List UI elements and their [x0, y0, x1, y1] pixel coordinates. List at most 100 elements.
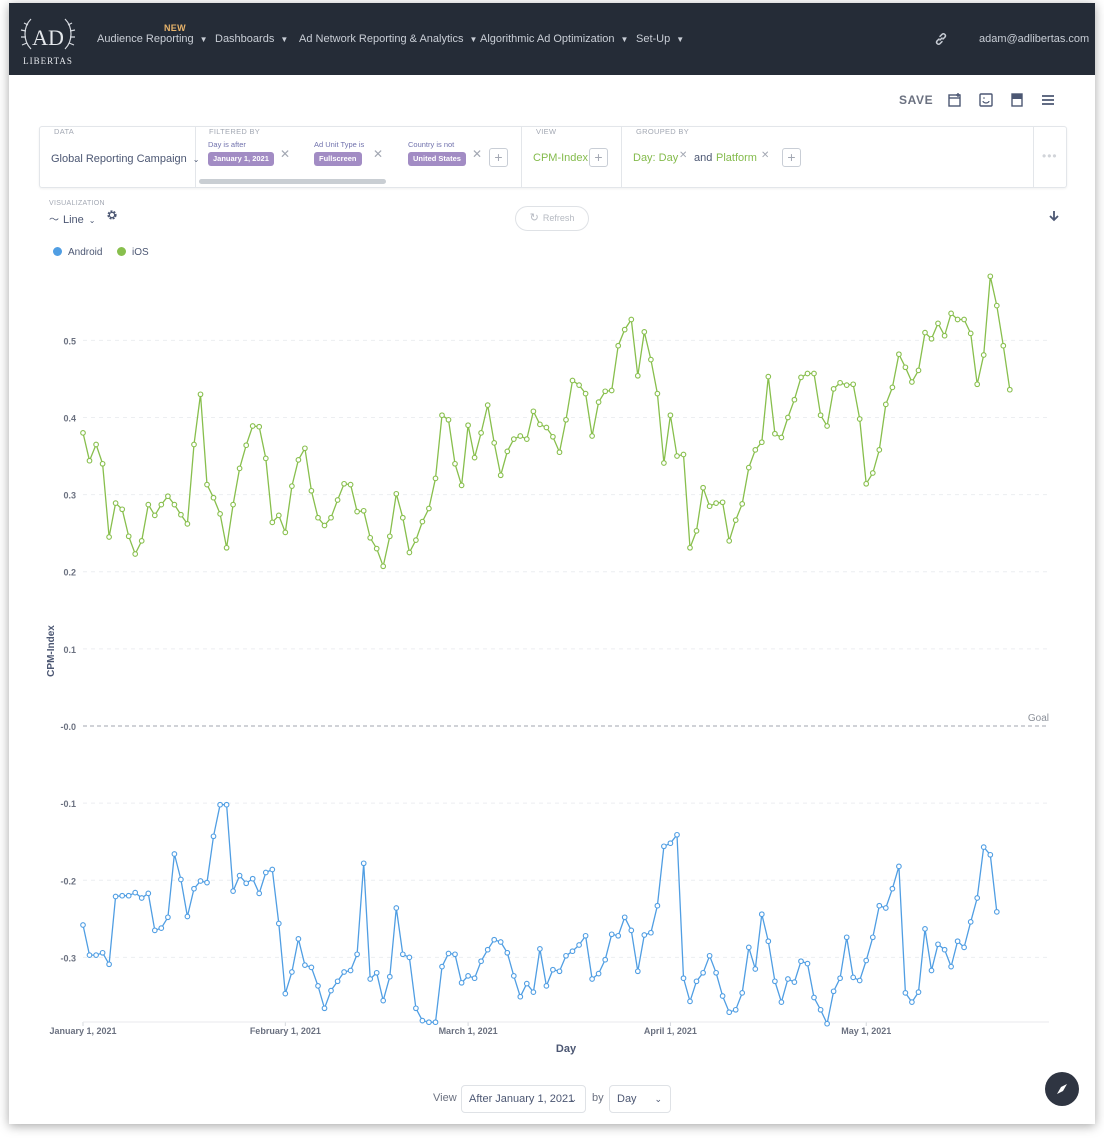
data-point[interactable] [465, 973, 471, 979]
data-point[interactable] [778, 999, 785, 1005]
data-point[interactable] [334, 497, 341, 503]
save-button[interactable]: SAVE [899, 93, 934, 107]
data-point[interactable] [262, 869, 269, 876]
data-point[interactable] [471, 454, 478, 461]
data-point[interactable] [393, 905, 400, 911]
data-point[interactable] [961, 316, 967, 323]
data-point[interactable] [354, 508, 360, 515]
data-point[interactable] [504, 448, 511, 455]
data-point[interactable] [602, 956, 609, 963]
data-point[interactable] [184, 913, 191, 920]
data-point[interactable] [902, 990, 909, 996]
data-point[interactable] [145, 501, 152, 508]
data-point[interactable] [295, 457, 302, 463]
data-point[interactable] [445, 416, 452, 423]
data-point[interactable] [700, 484, 706, 491]
data-point[interactable] [713, 500, 719, 506]
data-point[interactable] [948, 963, 954, 970]
data-point[interactable] [935, 941, 941, 948]
data-point[interactable] [360, 860, 367, 867]
data-point[interactable] [367, 976, 374, 982]
data-point[interactable] [328, 987, 334, 994]
filter-chip-day[interactable]: January 1, 2021 [208, 152, 274, 166]
data-point[interactable] [589, 976, 595, 982]
data-point[interactable] [621, 326, 628, 333]
data-point[interactable] [230, 501, 236, 508]
data-point[interactable] [739, 990, 746, 996]
data-point[interactable] [909, 999, 915, 1005]
data-point[interactable] [223, 801, 230, 808]
menu-icon[interactable] [1040, 92, 1056, 108]
view-metric[interactable]: CPM-Index [533, 152, 589, 164]
data-point[interactable] [125, 892, 132, 899]
data-point[interactable] [256, 890, 263, 897]
data-point[interactable] [158, 925, 165, 931]
data-point[interactable] [308, 964, 315, 971]
add-to-dashboard-icon[interactable] [947, 92, 963, 108]
data-point[interactable] [537, 946, 543, 952]
data-point[interactable] [941, 946, 948, 953]
data-point[interactable] [785, 414, 791, 421]
data-point[interactable] [341, 969, 347, 975]
data-point[interactable] [726, 538, 733, 544]
data-point[interactable] [830, 386, 837, 392]
data-point[interactable] [837, 379, 843, 386]
data-point[interactable] [223, 544, 230, 551]
time-unit-select[interactable]: Day ⌄ [609, 1085, 671, 1113]
data-point[interactable] [419, 518, 426, 525]
data-point[interactable] [948, 310, 954, 317]
add-metric-button[interactable]: + [589, 148, 608, 167]
nav-audience-reporting[interactable]: Audience Reporting ▼ [97, 33, 208, 45]
data-point[interactable] [550, 966, 556, 973]
data-point[interactable] [706, 503, 713, 510]
data-point[interactable] [817, 412, 824, 419]
data-point[interactable] [915, 367, 922, 374]
data-point[interactable] [210, 494, 217, 501]
download-icon[interactable] [1047, 209, 1061, 223]
data-point[interactable] [217, 511, 223, 517]
data-point[interactable] [530, 408, 537, 415]
nav-ad-network-reporting[interactable]: Ad Network Reporting & Analytics ▼ [299, 33, 477, 45]
data-point[interactable] [980, 844, 987, 850]
data-point[interactable] [452, 951, 458, 958]
data-point[interactable] [589, 433, 595, 439]
data-point[interactable] [275, 920, 282, 927]
data-point[interactable] [680, 975, 687, 982]
data-point[interactable] [465, 422, 471, 429]
data-point[interactable] [197, 878, 204, 884]
data-point[interactable] [987, 273, 994, 280]
data-point[interactable] [491, 936, 498, 943]
data-point[interactable] [184, 521, 191, 527]
data-point[interactable] [674, 453, 680, 459]
data-point[interactable] [328, 514, 334, 521]
data-point[interactable] [804, 960, 811, 967]
data-point[interactable] [869, 470, 876, 476]
data-point[interactable] [634, 968, 641, 975]
ad-libertas-logo[interactable]: AD LIBERTAS [17, 9, 79, 69]
data-point[interactable] [517, 993, 524, 1000]
data-point[interactable] [896, 863, 902, 870]
data-point[interactable] [863, 480, 870, 487]
data-point[interactable] [367, 534, 374, 541]
data-point[interactable] [178, 876, 184, 883]
data-point[interactable] [171, 851, 178, 857]
data-point[interactable] [700, 969, 706, 976]
data-point[interactable] [413, 1005, 419, 1012]
data-point[interactable] [347, 967, 354, 974]
data-point[interactable] [282, 990, 289, 997]
data-point[interactable] [882, 401, 889, 408]
data-point[interactable] [661, 460, 667, 466]
data-point[interactable] [928, 967, 935, 974]
data-point[interactable] [112, 893, 119, 900]
data-point[interactable] [393, 490, 400, 497]
data-point[interactable] [347, 481, 354, 488]
data-point[interactable] [648, 356, 654, 363]
data-point[interactable] [967, 919, 974, 925]
data-point[interactable] [380, 563, 387, 570]
data-point[interactable] [178, 511, 184, 518]
data-point[interactable] [556, 449, 563, 456]
data-point[interactable] [295, 936, 302, 942]
more-options-icon[interactable]: ••• [1042, 149, 1058, 163]
data-point[interactable] [595, 399, 602, 405]
data-point[interactable] [582, 932, 589, 939]
